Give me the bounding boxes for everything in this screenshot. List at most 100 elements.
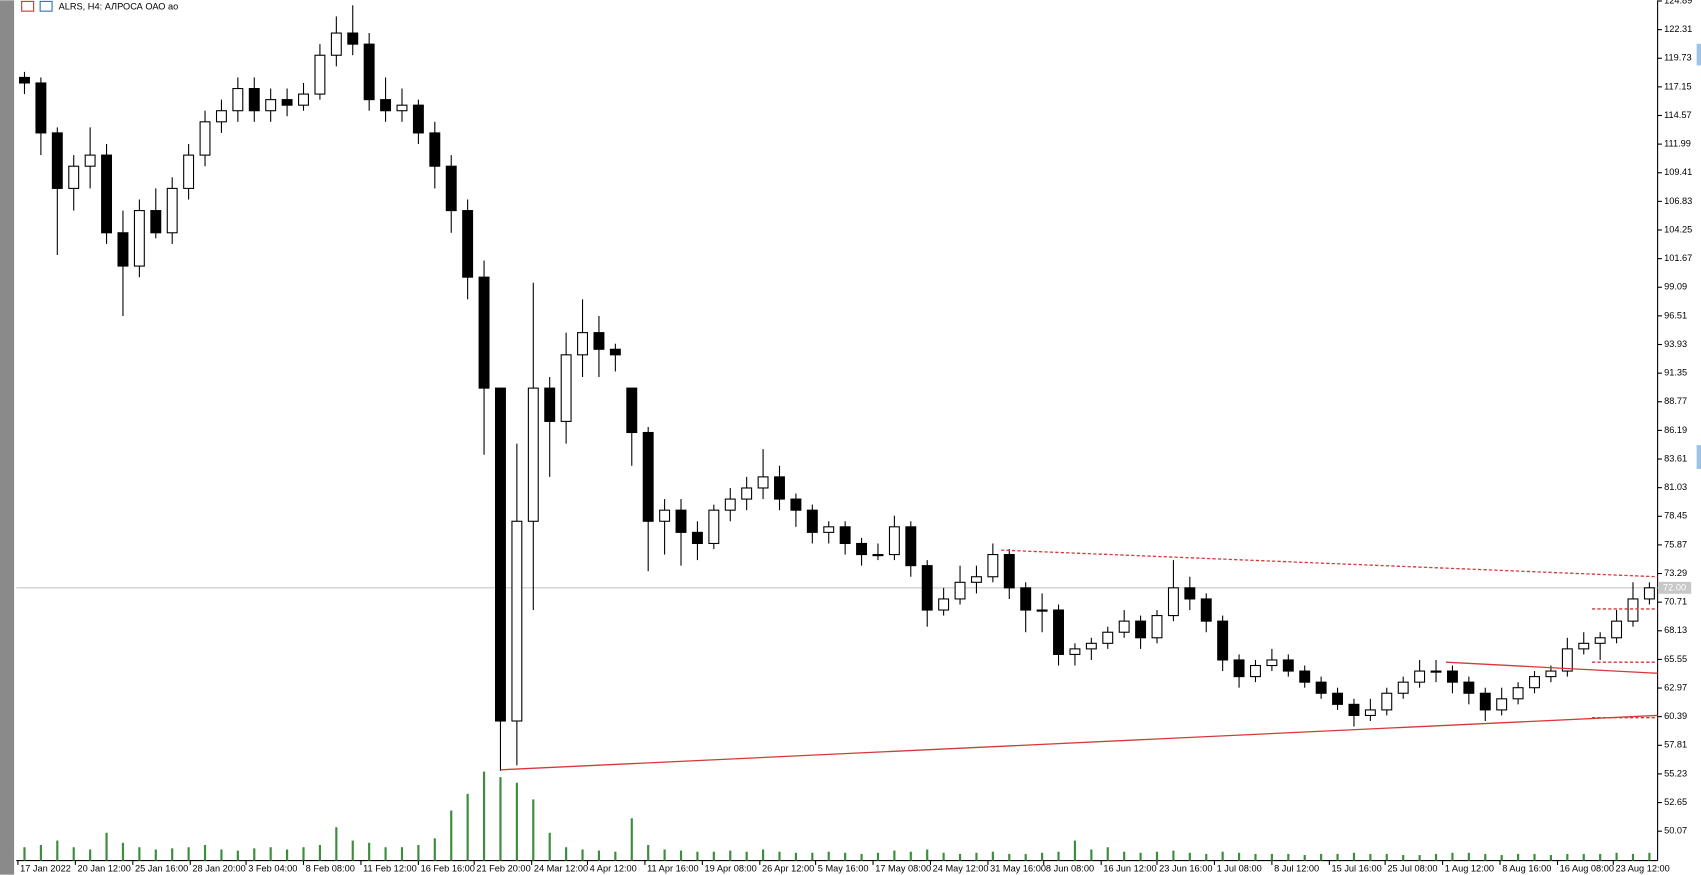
candle-body bbox=[609, 348, 621, 356]
y-tick-label: 122.31 bbox=[1664, 24, 1692, 34]
x-tick-label: 19 Apr 08:00 bbox=[705, 864, 757, 874]
candle-body bbox=[691, 531, 703, 545]
candle-body bbox=[1430, 670, 1442, 673]
candle-body bbox=[363, 43, 375, 101]
y-tick-label: 124.89 bbox=[1664, 0, 1692, 5]
candle-body bbox=[1135, 620, 1147, 639]
candle-body bbox=[1315, 681, 1327, 694]
y-tick-label: 91.35 bbox=[1664, 368, 1687, 378]
candle-body bbox=[1282, 659, 1294, 672]
candle-body bbox=[1561, 648, 1573, 672]
x-tick-label: 1 Aug 12:00 bbox=[1445, 864, 1494, 874]
candle-body bbox=[117, 232, 129, 267]
candle-body bbox=[872, 554, 884, 557]
candle-body bbox=[987, 554, 999, 578]
candle-body bbox=[1364, 709, 1376, 716]
candle-body bbox=[1332, 692, 1344, 705]
x-tick-label: 31 May 16:00 bbox=[990, 864, 1046, 874]
candle-body bbox=[774, 476, 785, 500]
candle-body bbox=[954, 581, 966, 600]
candle-body bbox=[823, 526, 835, 533]
y-tick-label: 86.19 bbox=[1664, 425, 1687, 435]
trendline bbox=[1001, 549, 1658, 578]
y-tick-label: 81.03 bbox=[1664, 482, 1687, 492]
y-tick-label: 88.77 bbox=[1664, 396, 1687, 406]
candle-body bbox=[265, 99, 277, 112]
candle-body bbox=[1611, 620, 1623, 639]
candle-body bbox=[314, 54, 326, 95]
y-tick-label: 117.15 bbox=[1664, 81, 1692, 91]
y-tick-label: 101.67 bbox=[1664, 253, 1692, 263]
candle-body bbox=[1299, 670, 1311, 683]
trendline bbox=[500, 714, 1658, 771]
candle-body bbox=[1118, 620, 1130, 633]
candle-body bbox=[462, 210, 474, 278]
candle-body bbox=[856, 542, 868, 556]
candle-body bbox=[741, 487, 753, 500]
candle-body bbox=[330, 32, 342, 56]
candle-body bbox=[1036, 609, 1048, 612]
x-tick-label: 20 Jan 12:00 bbox=[78, 864, 131, 874]
x-tick-label: 8 Jul 12:00 bbox=[1274, 864, 1319, 874]
candle-body bbox=[626, 387, 638, 434]
candle-body bbox=[1578, 642, 1590, 650]
icon bbox=[39, 0, 53, 12]
candle-body bbox=[298, 93, 309, 106]
y-tick-label: 111.99 bbox=[1664, 139, 1691, 149]
candle-body bbox=[560, 354, 572, 422]
candle-body bbox=[921, 565, 933, 611]
x-tick-label: 17 Jan 2022 bbox=[20, 864, 71, 874]
chart-title: ALRS, H4: АЛРОСА ОАО ао bbox=[59, 1, 179, 11]
candle-body bbox=[511, 520, 523, 722]
x-tick-label: 11 Apr 16:00 bbox=[647, 864, 699, 874]
x-tick-label: 8 Aug 16:00 bbox=[1502, 864, 1551, 874]
candle-body bbox=[166, 187, 178, 234]
x-tick-label: 3 Feb 04:00 bbox=[248, 864, 297, 874]
candle-body bbox=[1250, 664, 1261, 678]
candle-body bbox=[1594, 637, 1606, 644]
candle-body bbox=[133, 210, 145, 267]
side-tab bbox=[1696, 445, 1701, 469]
x-tick-label: 11 Feb 12:00 bbox=[363, 864, 417, 874]
side-tab bbox=[1696, 43, 1701, 66]
candle-body bbox=[905, 526, 917, 567]
x-tick-label: 17 May 08:00 bbox=[875, 864, 931, 874]
candle-body bbox=[1381, 692, 1393, 711]
x-tick-label: 5 May 16:00 bbox=[818, 864, 869, 874]
candle-body bbox=[1627, 598, 1639, 622]
y-tick-label: 73.29 bbox=[1664, 568, 1687, 578]
candle-body bbox=[199, 121, 211, 156]
y-tick-label: 55.23 bbox=[1664, 768, 1687, 778]
x-tick-label: 16 Feb 16:00 bbox=[421, 864, 475, 874]
candle-body bbox=[84, 154, 96, 167]
candle-body bbox=[281, 99, 293, 106]
x-tick-label: 15 Jul 16:00 bbox=[1332, 864, 1382, 874]
candle-body bbox=[790, 498, 802, 511]
candle-body bbox=[708, 509, 720, 545]
last-price-box bbox=[1658, 581, 1692, 594]
candle-body bbox=[806, 509, 818, 533]
candle-body bbox=[68, 165, 80, 189]
candle-body bbox=[101, 154, 113, 234]
last-price-label: 72.00 bbox=[1663, 582, 1686, 592]
candle-body bbox=[215, 110, 227, 123]
candle-body bbox=[1151, 615, 1163, 639]
candle-body bbox=[1184, 587, 1196, 600]
candle-body bbox=[429, 132, 441, 167]
candle-body bbox=[675, 509, 687, 533]
y-tick-label: 62.97 bbox=[1664, 682, 1687, 692]
candle-body bbox=[1200, 598, 1212, 622]
y-tick-label: 60.39 bbox=[1664, 711, 1687, 721]
candle-body bbox=[1479, 692, 1491, 711]
x-tick-label: 16 Aug 08:00 bbox=[1560, 864, 1614, 874]
candle-body bbox=[1217, 620, 1229, 661]
candle-body bbox=[1512, 687, 1524, 700]
candle-body bbox=[1069, 648, 1081, 655]
candle-body bbox=[1643, 587, 1655, 600]
x-tick-label: 23 Aug 12:00 bbox=[1615, 864, 1669, 874]
candle-body bbox=[232, 87, 244, 112]
x-tick-label: 4 Apr 12:00 bbox=[590, 864, 637, 874]
candle-body bbox=[1266, 659, 1278, 667]
trendline bbox=[1445, 661, 1658, 674]
